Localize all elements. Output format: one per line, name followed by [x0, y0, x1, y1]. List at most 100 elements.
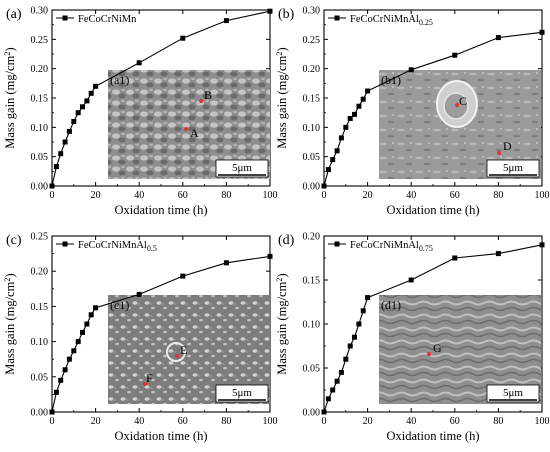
data-point — [136, 60, 142, 66]
data-point — [80, 104, 85, 110]
data-point — [93, 83, 99, 89]
y-tick-label: 0.15 — [303, 94, 321, 105]
chart-panel-3: (c) 0.00 0.05 0.10 0.15 0.20 0.25 0 20 40 60 80 100 O… — [2, 232, 278, 444]
data-point — [62, 367, 68, 373]
scale-bar-text: 5μm — [232, 387, 252, 399]
data-point — [408, 67, 414, 73]
y-tick-label: 0.25 — [303, 35, 321, 46]
data-point — [495, 251, 501, 257]
chart-panel-1: (a) 0.00 0.05 0.10 0.15 0.20 0.25 0.30 0 20 40 60 80… — [2, 6, 278, 218]
data-point — [75, 110, 81, 116]
spot-label: E — [180, 343, 187, 357]
y-axis-label: Mass gain (mg/cm2) — [274, 273, 289, 374]
y-tick-label: 0.20 — [303, 232, 321, 243]
x-tick-label: 80 — [221, 190, 231, 201]
data-point — [452, 52, 458, 58]
data-point — [347, 343, 353, 349]
data-point — [330, 387, 336, 393]
spot-marker — [175, 354, 179, 358]
y-tick-label: 0.20 — [31, 64, 49, 75]
data-point — [338, 135, 344, 141]
x-tick-label: 100 — [535, 190, 550, 201]
data-point — [360, 96, 366, 102]
inset-label: (a1) — [110, 73, 129, 87]
x-axis-label: Oxidation time (h) — [114, 429, 207, 443]
x-tick-label: 0 — [322, 190, 327, 201]
x-axis-label: Oxidation time (h) — [386, 429, 479, 443]
data-point — [356, 321, 362, 327]
data-point — [321, 183, 327, 189]
y-tick-label: 0.10 — [31, 123, 49, 134]
spot-label: D — [503, 139, 512, 153]
spot-marker — [199, 99, 203, 103]
scale-bar-box — [215, 159, 269, 178]
data-point — [66, 356, 72, 362]
data-point — [452, 255, 458, 261]
x-tick-label: 100 — [535, 416, 550, 427]
y-tick-label: 0.15 — [31, 94, 49, 105]
data-point — [136, 291, 142, 297]
x-tick-label: 40 — [134, 190, 144, 201]
y-tick-label: 0.00 — [303, 408, 321, 419]
panel-label: (c) — [6, 233, 22, 248]
data-point — [267, 253, 273, 259]
scale-bar-box — [486, 384, 540, 403]
scale-bar-box — [215, 384, 269, 403]
legend-label: FeCoCrNiMnAl0.25 — [350, 14, 433, 27]
y-tick-label: 0.00 — [303, 182, 321, 193]
x-tick-label: 80 — [221, 416, 231, 427]
x-axis-label: Oxidation time (h) — [386, 203, 479, 217]
data-point — [223, 260, 229, 266]
data-point — [49, 183, 55, 189]
x-tick-label: 40 — [406, 190, 416, 201]
spot-marker — [497, 151, 501, 155]
panel-label: (d) — [278, 233, 295, 248]
y-tick-label: 0.00 — [31, 408, 49, 419]
data-point — [223, 18, 229, 24]
data-point — [58, 377, 64, 383]
x-tick-label: 20 — [363, 190, 373, 201]
spot-marker — [184, 127, 188, 131]
y-tick-label: 0.10 — [303, 123, 321, 134]
y-axis-label: Mass gain (mg/cm2) — [2, 273, 17, 374]
spot-label: G — [433, 341, 442, 355]
x-tick-label: 40 — [134, 416, 144, 427]
legend-marker — [334, 241, 340, 247]
x-tick-label: 20 — [91, 416, 101, 427]
data-point — [338, 369, 344, 375]
data-point — [267, 8, 273, 14]
data-point — [84, 98, 90, 104]
data-point — [356, 103, 362, 109]
spot-marker — [143, 382, 147, 386]
data-point — [80, 329, 85, 335]
data-point — [539, 29, 545, 35]
legend-label: FeCoCrNiMn — [78, 14, 137, 25]
data-point — [360, 308, 366, 314]
scale-bar-text: 5μm — [232, 162, 252, 174]
x-tick-label: 100 — [263, 190, 278, 201]
panel-label: (a) — [6, 7, 22, 22]
y-tick-label: 0.25 — [31, 35, 49, 46]
legend-marker — [334, 15, 340, 21]
data-point — [365, 88, 371, 94]
legend-marker — [62, 15, 68, 21]
spot-label: F — [146, 371, 153, 385]
y-axis-label: Mass gain (mg/cm2) — [2, 47, 17, 148]
y-tick-label: 0.05 — [31, 152, 49, 163]
data-point — [343, 124, 349, 130]
data-point — [49, 409, 55, 415]
x-tick-label: 0 — [50, 416, 55, 427]
x-tick-label: 80 — [493, 190, 503, 201]
x-tick-label: 20 — [91, 190, 101, 201]
spot-label: C — [459, 94, 467, 108]
data-point — [84, 321, 90, 327]
x-tick-label: 40 — [406, 416, 416, 427]
legend-label: FeCoCrNiMnAl0.5 — [78, 240, 157, 253]
y-axis-label: Mass gain (mg/cm2) — [274, 47, 289, 148]
data-point — [330, 157, 336, 163]
scale-bar-text: 5μm — [503, 387, 523, 399]
data-point — [66, 128, 72, 134]
y-tick-label: 0.25 — [31, 232, 49, 243]
data-point — [325, 396, 331, 402]
spot-marker — [455, 103, 459, 107]
